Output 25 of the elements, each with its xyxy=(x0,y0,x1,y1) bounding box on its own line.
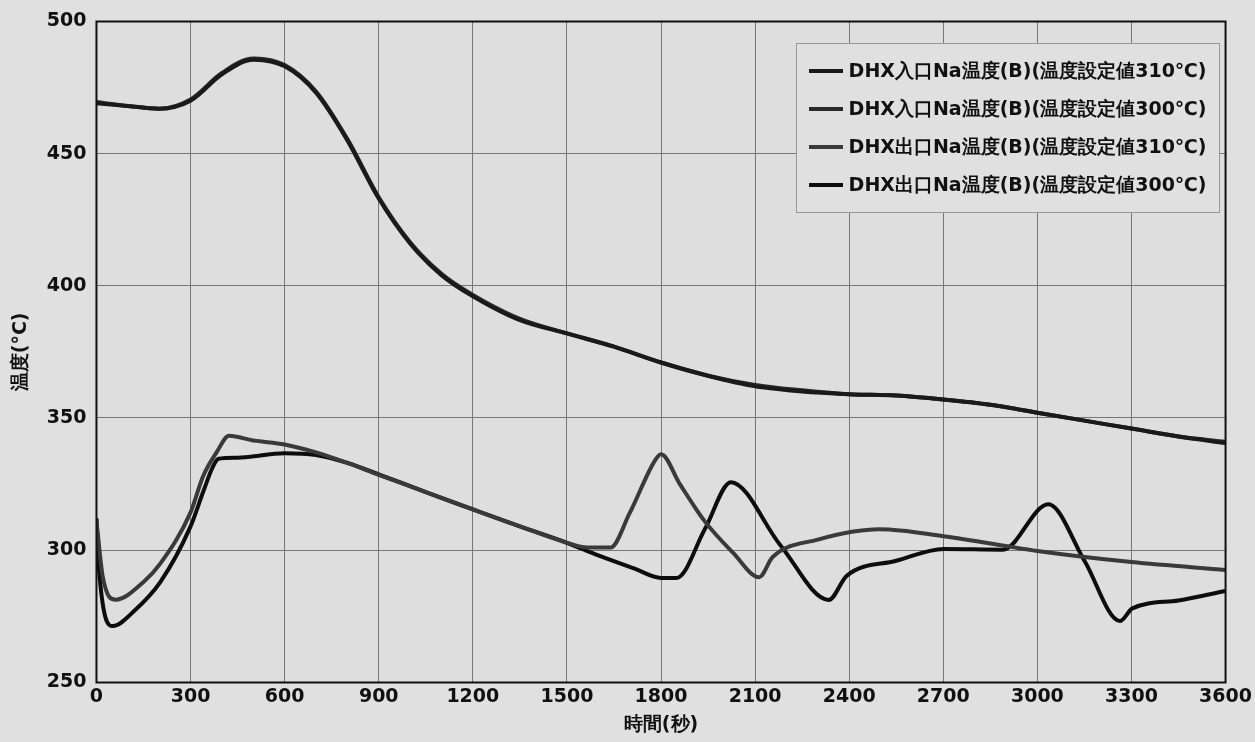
legend-label: DHX入口Na温度(B)(温度設定値310℃) xyxy=(848,58,1207,84)
x-tick-label: 1800 xyxy=(634,683,688,706)
y-tick-label: 250 xyxy=(46,669,87,692)
y-axis-title: 温度(°C) xyxy=(8,312,31,393)
x-tick-label: 600 xyxy=(264,683,305,706)
legend-label: DHX出口Na温度(B)(温度設定値310℃) xyxy=(848,134,1207,160)
legend-label: DHX入口Na温度(B)(温度設定値300℃) xyxy=(848,96,1207,122)
x-tick-label: 2400 xyxy=(822,683,876,706)
y-tick-label: 450 xyxy=(46,140,87,163)
y-tick-label: 400 xyxy=(46,272,87,295)
x-tick-label: 0 xyxy=(89,683,104,706)
x-tick-label: 1200 xyxy=(446,683,500,706)
x-tick-label: 1500 xyxy=(540,683,594,706)
x-tick-label: 3600 xyxy=(1199,683,1252,706)
legend-label: DHX出口Na温度(B)(温度設定値300℃) xyxy=(848,172,1207,198)
y-tick-label: 500 xyxy=(46,8,87,31)
x-tick-label: 2100 xyxy=(728,683,782,706)
x-tick-label: 3300 xyxy=(1105,683,1158,706)
x-axis-title: 時間(秒) xyxy=(623,711,699,734)
y-tick-label: 300 xyxy=(46,537,87,560)
y-tick-label: 350 xyxy=(46,404,87,427)
x-tick-label: 300 xyxy=(170,683,211,706)
x-tick-label: 2700 xyxy=(916,683,970,706)
x-tick-label: 3000 xyxy=(1010,683,1064,706)
x-tick-label: 900 xyxy=(358,683,399,706)
